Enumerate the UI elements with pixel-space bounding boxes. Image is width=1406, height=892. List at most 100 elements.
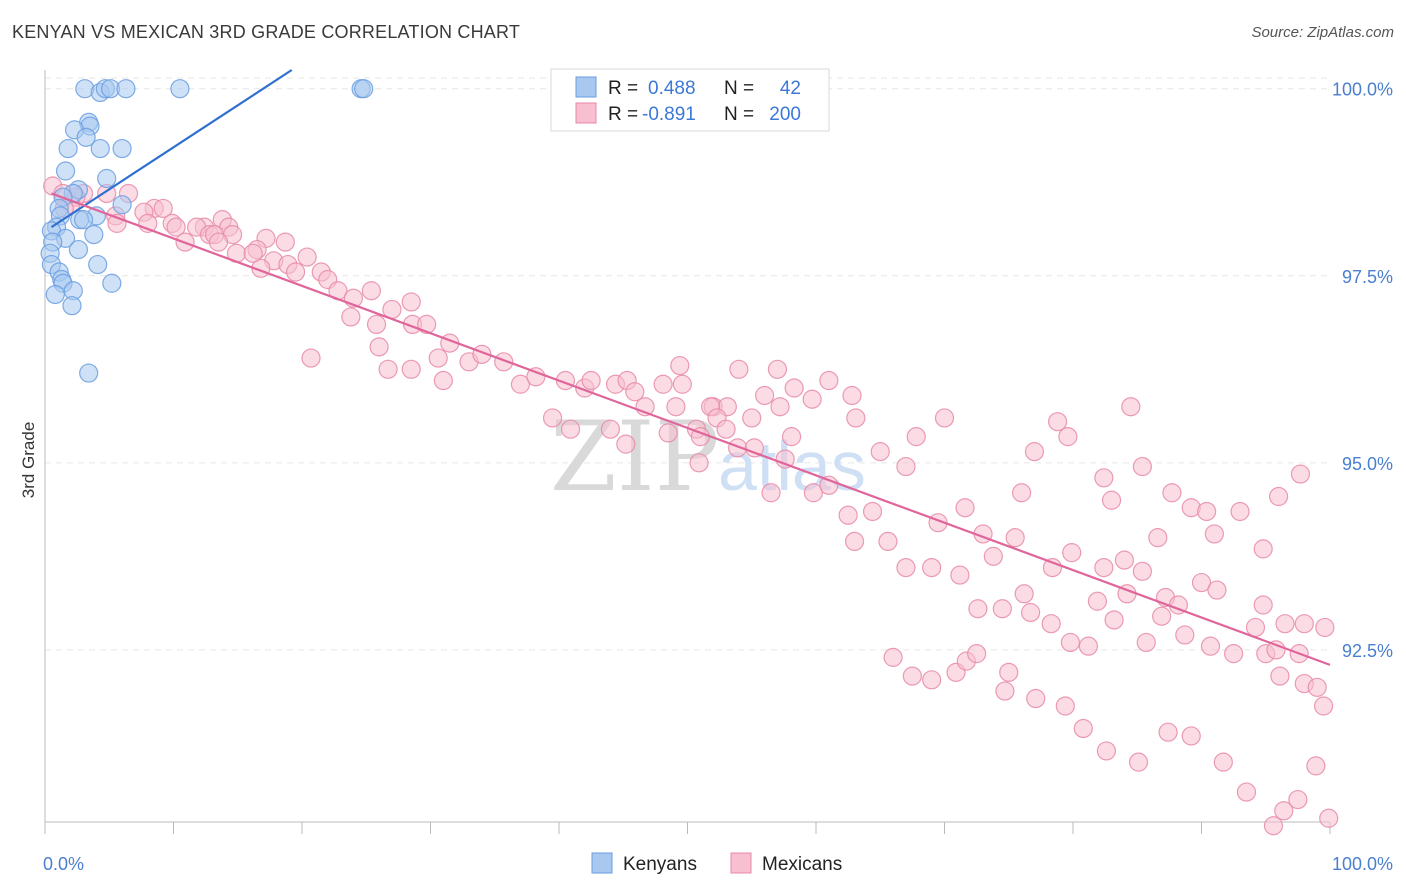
- point-mexicans-150: [1060, 632, 1081, 653]
- point-mexicans-187: [922, 670, 942, 690]
- point-mexicans-100: [862, 501, 883, 522]
- point-mexicans-88: [658, 423, 678, 443]
- point-mexicans-34: [285, 262, 306, 282]
- point-kenyans-33: [88, 254, 108, 275]
- x-tick-labels: 0.0% 100.0%: [43, 854, 1393, 874]
- point-mexicans-57: [526, 367, 546, 387]
- point-mexicans-29: [297, 247, 317, 267]
- point-mexicans-24: [208, 232, 229, 252]
- point-mexicans-157: [1175, 625, 1195, 645]
- point-mexicans-109: [1024, 442, 1045, 462]
- y-tick-labels: 92.5% 95.0% 97.5% 100.0%: [1332, 80, 1393, 661]
- point-mexicans-60: [581, 370, 601, 391]
- point-kenyans-12: [112, 138, 132, 159]
- legend-n-label-kenyans: N =: [724, 78, 754, 99]
- point-mexicans-96: [761, 483, 781, 503]
- data-points: [40, 79, 1339, 836]
- point-kenyans-40: [45, 284, 65, 305]
- point-mexicans-179: [1236, 782, 1257, 802]
- point-mexicans-30: [243, 243, 263, 263]
- legend-n-value-mexicans: 200: [769, 104, 801, 125]
- point-mexicans-70: [742, 408, 762, 428]
- legend-r-label-kenyans: R =: [608, 78, 638, 99]
- point-mexicans-85: [560, 419, 581, 439]
- point-mexicans-97: [803, 483, 824, 503]
- point-mexicans-144: [950, 565, 970, 585]
- point-mexicans-167: [1313, 696, 1334, 716]
- point-mexicans-140: [844, 531, 865, 552]
- point-mexicans-120: [1204, 524, 1224, 544]
- point-mexicans-54: [433, 370, 453, 391]
- point-mexicans-80: [666, 397, 686, 417]
- point-mexicans-114: [1121, 397, 1141, 417]
- point-mexicans-93: [744, 438, 764, 458]
- point-mexicans-123: [1268, 486, 1289, 507]
- point-mexicans-64: [653, 374, 673, 394]
- point-mexicans-99: [838, 505, 858, 525]
- point-kenyans-16: [97, 168, 117, 189]
- point-mexicans-50: [369, 337, 389, 357]
- legend-r-value-kenyans: 0.488: [648, 78, 696, 99]
- point-kenyans-42: [79, 363, 99, 383]
- point-mexicans-147: [1014, 584, 1034, 604]
- legend-r-label-mexicans: R =: [608, 104, 638, 125]
- point-mexicans-116: [1148, 528, 1168, 548]
- point-mexicans-162: [1266, 640, 1286, 660]
- point-mexicans-87: [616, 434, 636, 454]
- point-kenyans-31: [68, 239, 89, 260]
- point-mexicans-112: [1094, 468, 1114, 488]
- point-kenyans-11: [76, 127, 96, 147]
- point-mexicans-126: [983, 546, 1003, 566]
- point-mexicans-101: [906, 427, 926, 447]
- point-mexicans-134: [1191, 572, 1212, 593]
- point-mexicans-108: [1005, 528, 1025, 548]
- point-mexicans-56: [510, 374, 531, 394]
- point-mexicans-185: [883, 647, 903, 667]
- x-tick-label-min: 0.0%: [43, 854, 84, 874]
- point-mexicans-139: [1315, 617, 1335, 638]
- bottom-legend-swatch-mexicans: [730, 852, 752, 874]
- point-mexicans-65: [670, 355, 690, 376]
- point-mexicans-74: [802, 389, 822, 409]
- legend-n-label-mexicans: N =: [724, 104, 754, 125]
- point-mexicans-175: [1128, 752, 1149, 772]
- point-mexicans-15: [166, 217, 186, 237]
- point-mexicans-84: [542, 408, 563, 428]
- point-mexicans-176: [1158, 722, 1178, 742]
- point-mexicans-66: [672, 374, 692, 394]
- point-mexicans-184: [1319, 808, 1339, 828]
- point-kenyans-7: [354, 79, 374, 99]
- point-mexicans-111: [1058, 427, 1078, 447]
- point-mexicans-119: [1197, 501, 1217, 522]
- point-mexicans-151: [1078, 636, 1099, 656]
- point-mexicans-180: [1263, 816, 1284, 836]
- point-kenyans-5: [170, 79, 190, 99]
- source-label: Source: ZipAtlas.com: [1251, 24, 1394, 41]
- point-mexicans-43: [341, 307, 361, 327]
- point-mexicans-75: [819, 370, 839, 391]
- y-tick-label-2: 97.5%: [1342, 267, 1393, 287]
- point-kenyans-15: [55, 161, 76, 181]
- point-mexicans-113: [1101, 490, 1122, 510]
- bottom-legend: Kenyans Mexicans: [591, 852, 842, 875]
- point-mexicans-46: [428, 348, 448, 368]
- point-mexicans-72: [767, 359, 788, 379]
- point-mexicans-181: [1274, 801, 1294, 821]
- point-mexicans-122: [1253, 539, 1273, 559]
- y-tick-label-0: 92.5%: [1342, 641, 1393, 661]
- point-kenyans-13: [58, 138, 78, 159]
- point-mexicans-117: [1162, 483, 1182, 503]
- legend-swatch-kenyans: [575, 76, 597, 98]
- point-mexicans-76: [842, 385, 862, 406]
- point-mexicans-95: [781, 427, 802, 447]
- bottom-legend-label-kenyans: Kenyans: [623, 854, 697, 875]
- point-kenyans-25: [73, 210, 94, 230]
- point-mexicans-77: [846, 408, 866, 428]
- legend-swatch-mexicans: [575, 102, 597, 124]
- point-mexicans-94: [775, 449, 795, 469]
- point-mexicans-145: [968, 599, 988, 619]
- point-mexicans-115: [1132, 456, 1152, 477]
- point-mexicans-171: [1026, 688, 1046, 709]
- bottom-legend-swatch-kenyans: [591, 852, 613, 874]
